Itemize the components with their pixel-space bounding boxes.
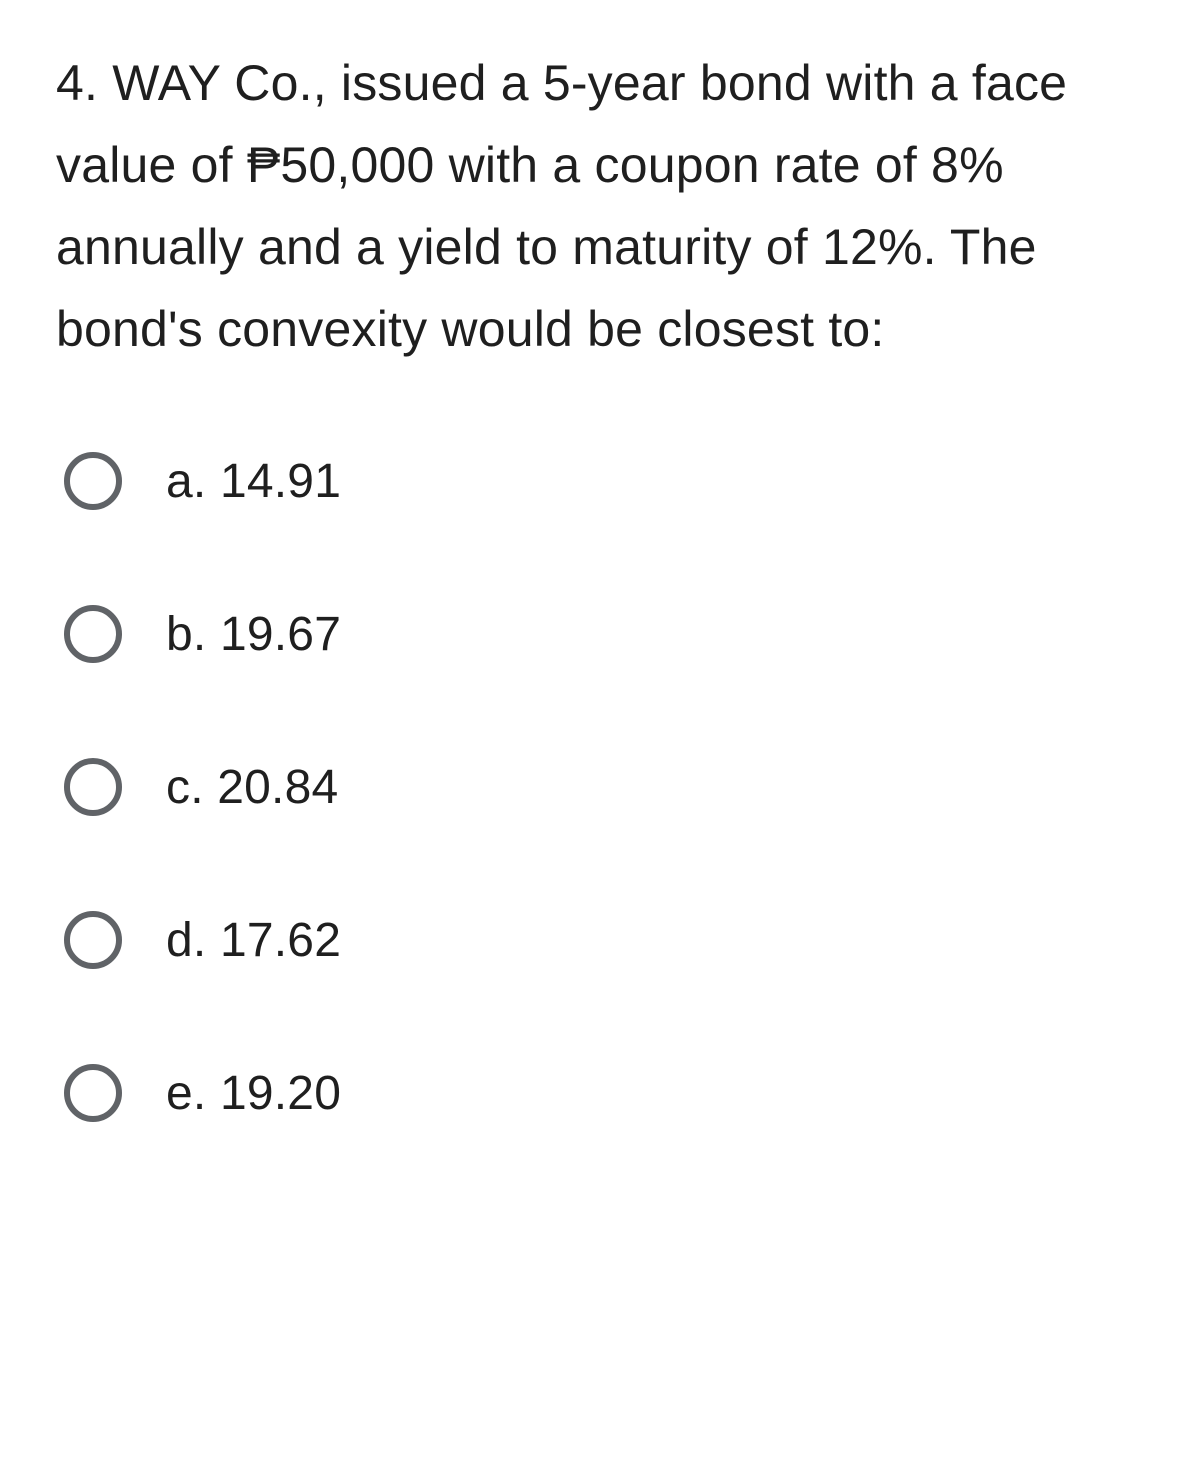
option-e[interactable]: e. 19.20 bbox=[64, 1064, 1144, 1122]
option-d-label: d. 17.62 bbox=[166, 913, 341, 968]
option-a[interactable]: a. 14.91 bbox=[64, 452, 1144, 510]
option-e-label: e. 19.20 bbox=[166, 1066, 341, 1121]
radio-icon[interactable] bbox=[64, 1064, 122, 1122]
radio-icon[interactable] bbox=[64, 452, 122, 510]
option-b[interactable]: b. 19.67 bbox=[64, 605, 1144, 663]
option-b-label: b. 19.67 bbox=[166, 607, 341, 662]
radio-icon[interactable] bbox=[64, 911, 122, 969]
radio-icon[interactable] bbox=[64, 605, 122, 663]
question-text: 4. WAY Co., issued a 5-year bond with a … bbox=[56, 42, 1144, 370]
options-list: a. 14.91 b. 19.67 c. 20.84 d. 17.62 e. 1… bbox=[56, 452, 1144, 1122]
option-c[interactable]: c. 20.84 bbox=[64, 758, 1144, 816]
question-container: 4. WAY Co., issued a 5-year bond with a … bbox=[0, 0, 1200, 1164]
option-c-label: c. 20.84 bbox=[166, 760, 338, 815]
option-a-label: a. 14.91 bbox=[166, 454, 341, 509]
radio-icon[interactable] bbox=[64, 758, 122, 816]
option-d[interactable]: d. 17.62 bbox=[64, 911, 1144, 969]
